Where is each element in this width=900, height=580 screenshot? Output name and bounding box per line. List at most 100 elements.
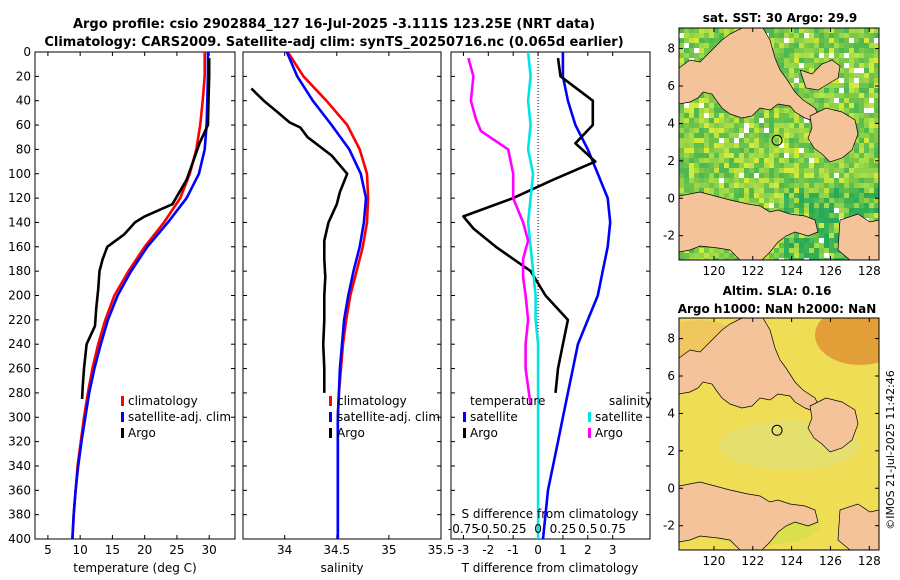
sst-cell (789, 118, 794, 123)
sst-cell (744, 143, 749, 148)
title-line1: Argo profile: csio 2902884_127 16-Jul-20… (73, 17, 595, 32)
sst-cell (824, 238, 829, 243)
sst-cell (869, 158, 874, 163)
x-tick-label: -1 (507, 543, 519, 557)
sst-cell (874, 133, 879, 138)
sst-cell (849, 98, 854, 103)
sst-cell (694, 43, 699, 48)
sst-cell (759, 133, 764, 138)
sst-cell (774, 33, 779, 38)
sst-cell (709, 143, 714, 148)
sst-cell (679, 188, 684, 193)
sst-cell (739, 133, 744, 138)
sst-cell (769, 138, 774, 143)
sst-cell (784, 123, 789, 128)
sst-cell (679, 173, 684, 178)
sst-cell (689, 258, 694, 260)
sst-cell (794, 178, 799, 183)
sst-cell (869, 83, 874, 88)
sst-cell (714, 258, 719, 260)
sst-cell (809, 68, 814, 73)
sst-cell (779, 238, 784, 243)
sst-cell (794, 158, 799, 163)
sst-cell (799, 33, 804, 38)
sst-cell (699, 143, 704, 148)
sst-cell (809, 43, 814, 48)
sst-cell (754, 173, 759, 178)
sst-cell (749, 138, 754, 143)
sst-cell (829, 188, 834, 193)
sst-cell (804, 38, 809, 43)
sst-cell (784, 38, 789, 43)
sst-cell (684, 178, 689, 183)
sst-cell (844, 38, 849, 43)
sst-cell (719, 138, 724, 143)
sst-cell (839, 173, 844, 178)
sst-cell (769, 203, 774, 208)
sst-cell (814, 158, 819, 163)
sst-cell (789, 73, 794, 78)
sst-cell (869, 133, 874, 138)
sst-cell (869, 188, 874, 193)
sst-cell (759, 138, 764, 143)
sst-cell (734, 153, 739, 158)
sst-cell (784, 208, 789, 213)
sst-cell (724, 178, 729, 183)
sst-cell (854, 103, 859, 108)
sst-cell (834, 168, 839, 173)
sst-cell (874, 63, 879, 68)
sst-cell (734, 158, 739, 163)
sst-cell (699, 48, 704, 53)
sst-cell (784, 238, 789, 243)
sst-cell (794, 83, 799, 88)
sst-cell (824, 53, 829, 58)
sst-cell (829, 93, 834, 98)
sst-cell (784, 48, 789, 53)
sst-cell (774, 258, 779, 260)
sst-cell (799, 153, 804, 158)
sst-cell (854, 193, 859, 198)
sst-cell (824, 198, 829, 203)
sst-cell (704, 93, 709, 98)
sst-cell (709, 113, 714, 118)
sst-map-ticks: 120 122 124 126 128 -2 0 2 4 6 8 (663, 28, 881, 278)
sst-cell (724, 113, 729, 118)
sst-cell (769, 163, 774, 168)
sst-cell (784, 63, 789, 68)
sst-cell (769, 118, 774, 123)
sst-cell (834, 193, 839, 198)
legend-label-s-argo: Argo (595, 426, 623, 440)
map-y-tick-label: 8 (667, 332, 675, 346)
sst-cell (699, 258, 704, 260)
sst-cell (694, 163, 699, 168)
sst-cell (709, 248, 714, 253)
sst-cell (824, 228, 829, 233)
sst-cell (724, 148, 729, 153)
sst-cell (834, 258, 839, 260)
sst-cell (679, 128, 684, 133)
sst-cell (814, 28, 819, 33)
sst-cell (729, 153, 734, 158)
x-tick-label: 10 (73, 543, 88, 557)
sst-cell (819, 238, 824, 243)
sst-cell (804, 253, 809, 258)
sst-cell (819, 188, 824, 193)
sst-cell (709, 33, 714, 38)
y-tick-label: 280 (8, 386, 31, 400)
legend-label-s-satellite: satellite (595, 410, 643, 424)
sst-cell (864, 83, 869, 88)
sst-cell (694, 123, 699, 128)
sst-cell (869, 163, 874, 168)
series-line-s-argo (467, 57, 532, 406)
map-x-tick-label: 120 (702, 554, 725, 568)
sst-cell (859, 163, 864, 168)
sst-cell (769, 158, 774, 163)
sst-cell (709, 98, 714, 103)
sst-cell (794, 248, 799, 253)
sst-cell (789, 208, 794, 213)
sst-cell (724, 253, 729, 258)
sst-cell (719, 113, 724, 118)
sst-cell (814, 58, 819, 63)
sst-cell (874, 143, 879, 148)
sst-cell (769, 133, 774, 138)
